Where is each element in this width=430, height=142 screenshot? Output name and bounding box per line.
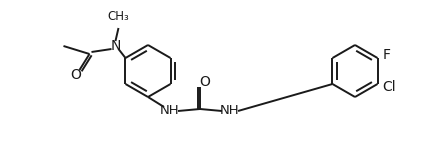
- Text: NH: NH: [160, 105, 180, 117]
- Text: N: N: [111, 39, 121, 53]
- Text: F: F: [383, 48, 390, 62]
- Text: Cl: Cl: [383, 80, 396, 94]
- Text: CH₃: CH₃: [108, 10, 129, 23]
- Text: O: O: [70, 68, 81, 82]
- Text: O: O: [200, 75, 210, 89]
- Text: NH: NH: [220, 105, 240, 117]
